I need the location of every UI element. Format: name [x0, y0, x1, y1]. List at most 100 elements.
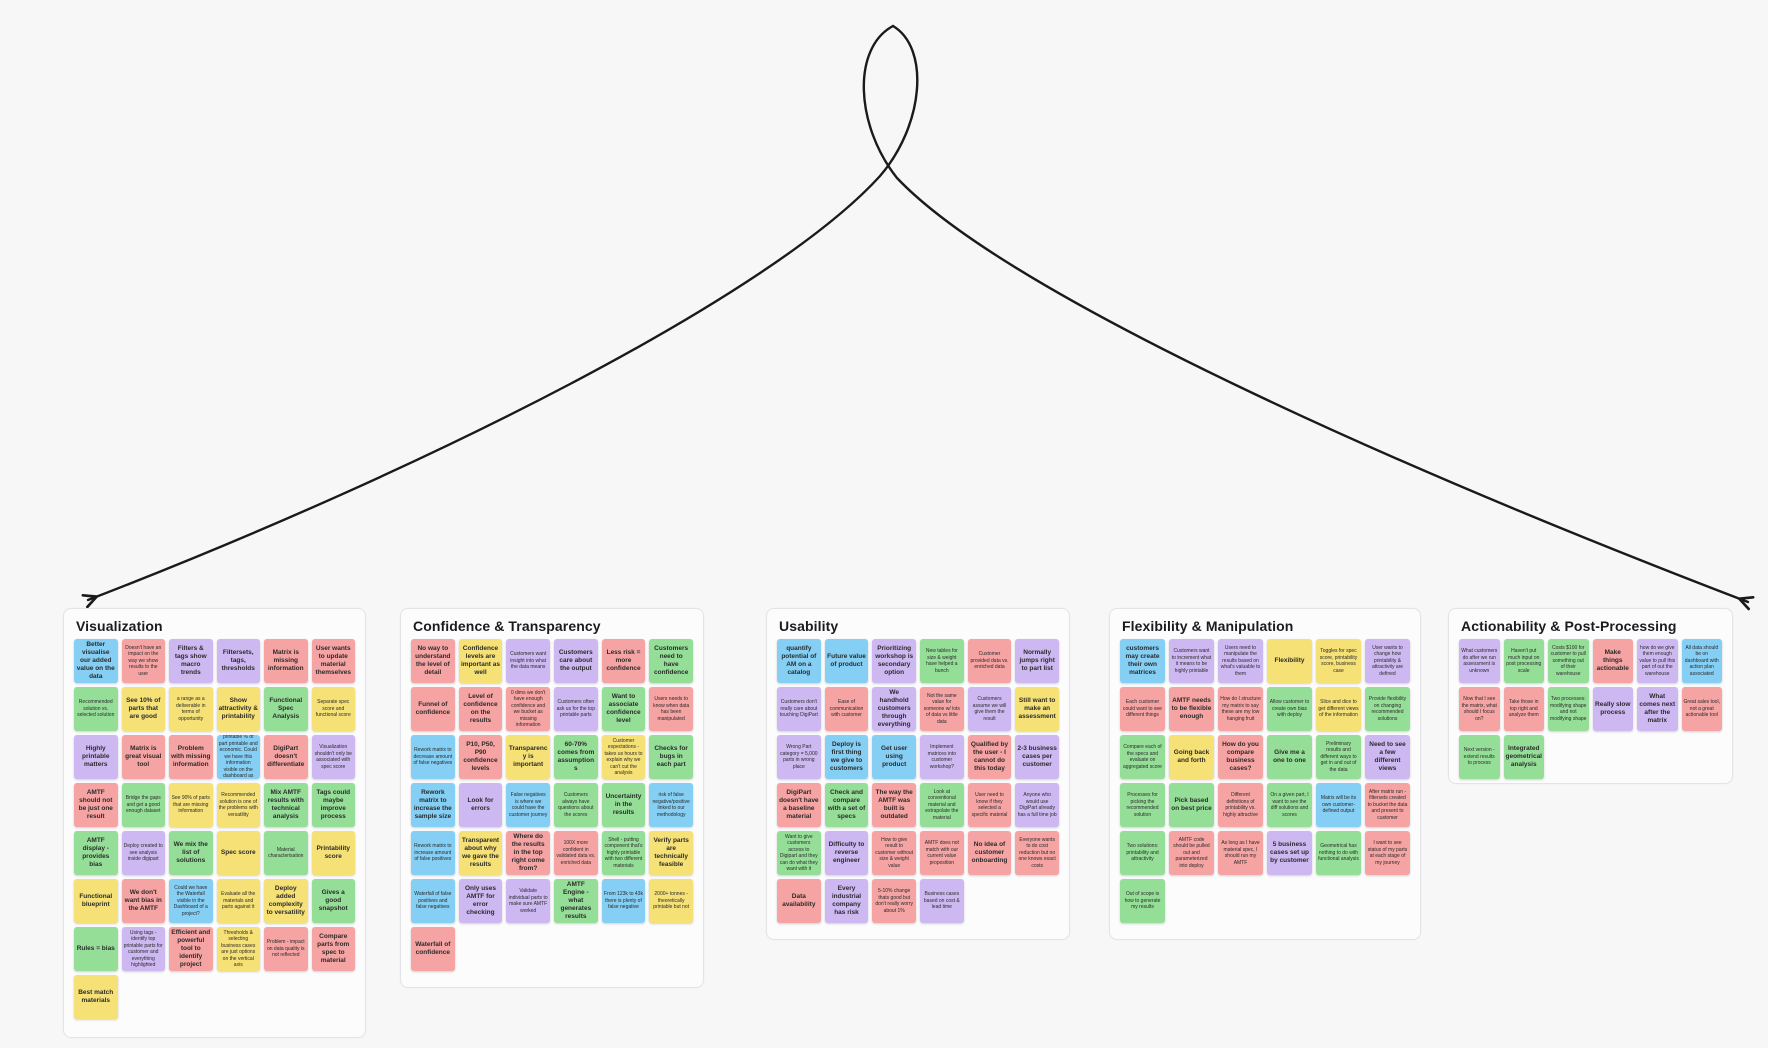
sticky-note[interactable]: From 123k to 43k there is plenty of fals… — [601, 879, 646, 923]
sticky-note[interactable]: quantify potential of AM on a catalog — [777, 639, 821, 683]
sticky-note[interactable]: Great sales tool, not a great actionable… — [1681, 687, 1722, 731]
sticky-note[interactable]: Customers always have questions about th… — [554, 783, 598, 827]
sticky-note[interactable]: Every industrial company has risk — [824, 879, 869, 923]
sticky-note[interactable]: After matrix run - filtersets created to… — [1365, 783, 1410, 827]
sticky-note[interactable]: Preliminary results and different ways t… — [1316, 735, 1361, 779]
sticky-note[interactable]: Difficulty to reverse engineer — [824, 831, 869, 875]
sticky-note[interactable]: Customers care about the output — [554, 639, 598, 683]
sticky-note[interactable]: Business cases based on cost & lead time — [920, 879, 964, 923]
sticky-note[interactable]: Customer provided data vs. enriched data — [967, 639, 1012, 683]
sticky-note[interactable]: Customers assume we will give them the r… — [967, 687, 1012, 731]
sticky-note[interactable]: Efficient and powerful tool to identify … — [169, 927, 213, 971]
sticky-note[interactable]: Filters & tags show macro trends — [169, 639, 213, 683]
sticky-note[interactable]: 0 dims we don't have enough confidence a… — [506, 687, 550, 731]
sticky-note[interactable]: Show attractivity & printability — [216, 687, 260, 731]
sticky-note[interactable]: Everyone wants to do cost reduction but … — [1015, 831, 1059, 875]
sticky-note[interactable]: 100X more confident in validated data vs… — [554, 831, 598, 875]
sticky-note[interactable]: How do you compare business cases? — [1218, 735, 1263, 779]
sticky-note[interactable]: Visualization shouldn't only be associat… — [311, 735, 355, 779]
sticky-note[interactable]: Users needs to know when data has been m… — [649, 687, 693, 731]
sticky-note[interactable]: Users need to manipulate the results bas… — [1218, 639, 1263, 683]
sticky-note[interactable]: User need to know if they selected a spe… — [967, 783, 1012, 827]
sticky-note[interactable]: Separate spec score and functional score — [311, 687, 355, 731]
sticky-note[interactable]: No idea of customer onboarding — [967, 831, 1012, 875]
sticky-note[interactable]: Next version - extend results to process — [1459, 735, 1500, 779]
sticky-note[interactable]: What customers do after we run assessmen… — [1459, 639, 1500, 683]
sticky-note[interactable]: % of part printable % of part printable … — [216, 735, 260, 779]
sticky-note[interactable]: Haven't put much input on post processin… — [1503, 639, 1544, 683]
sticky-note[interactable]: Still want to make an assessment — [1015, 687, 1059, 731]
sticky-note[interactable]: Really slow process — [1592, 687, 1633, 731]
sticky-note[interactable]: On a given part, I want to see the diff … — [1267, 783, 1312, 827]
sticky-note[interactable]: Prioritizing workshop is secondary optio… — [872, 639, 916, 683]
sticky-note[interactable]: Different definitions of printability vs… — [1218, 783, 1263, 827]
sticky-note[interactable]: P10, P50, P90 confidence levels — [458, 735, 503, 779]
sticky-note[interactable]: Geometrical has nothing to do with funct… — [1316, 831, 1361, 875]
sticky-note[interactable]: Thresholds & selecting business cases ar… — [216, 927, 260, 971]
sticky-note[interactable]: Customers need to have confidence — [649, 639, 693, 683]
sticky-note[interactable]: DigiPart doesn't have a baseline materia… — [777, 783, 821, 827]
sticky-note[interactable]: Compare each of the specs and evaluate o… — [1120, 735, 1165, 779]
sticky-note[interactable]: Where do the results in the top right co… — [506, 831, 550, 875]
sticky-note[interactable]: How to give result to customer without s… — [872, 831, 916, 875]
sticky-note[interactable]: Processes for picking the recommended so… — [1120, 783, 1165, 827]
sticky-note[interactable]: Qualified by the user - I cannot do this… — [967, 735, 1012, 779]
sticky-note[interactable]: Printability score — [311, 831, 355, 875]
sticky-note[interactable]: Customers often ask us for the top print… — [554, 687, 598, 731]
sticky-note[interactable]: Best match materials — [74, 975, 118, 1019]
sticky-note[interactable]: 60-70% comes from assumptions — [554, 735, 598, 779]
sticky-note[interactable]: Functional Spec Analysis — [264, 687, 308, 731]
sticky-note[interactable]: Matrix is great visual tool — [121, 735, 165, 779]
section-frame[interactable]: Actionability & Post-Processing What cust… — [1448, 608, 1733, 784]
sticky-note[interactable]: AMTF Engine - what generates results — [554, 879, 598, 923]
section-frame[interactable]: Flexibility & Manipulation customers may … — [1109, 608, 1421, 940]
sticky-note[interactable]: Check and compare with a set of specs — [824, 783, 869, 827]
sticky-note[interactable]: Validate individual parts to make sure A… — [506, 879, 550, 923]
sticky-note[interactable]: We handhold customers through everything — [872, 687, 916, 731]
sticky-note[interactable]: Rules = bias — [74, 927, 118, 971]
sticky-note[interactable]: Gives a good snapshot — [311, 879, 355, 923]
sticky-note[interactable]: False negatives is where we could have t… — [506, 783, 550, 827]
sticky-note[interactable]: New tables for size & weight have helped… — [920, 639, 964, 683]
sticky-note[interactable]: Transparency is important — [506, 735, 550, 779]
sticky-note[interactable]: Wrong Part category = 5,000 parts in wro… — [777, 735, 821, 779]
sticky-note[interactable]: Less risk = more confidence — [601, 639, 646, 683]
sticky-note[interactable]: Deploy is first thing we give to custome… — [824, 735, 869, 779]
sticky-note[interactable]: Customers don't really care about touchi… — [777, 687, 821, 731]
sticky-note[interactable]: Anyone who would use DigiPart already ha… — [1015, 783, 1059, 827]
section-frame[interactable]: Usability quantify potential of AM on a c… — [766, 608, 1070, 940]
sticky-note[interactable]: Customers want insight into what the dat… — [506, 639, 550, 683]
sticky-note[interactable]: Better visualise our added value on the … — [74, 639, 118, 683]
sticky-note[interactable]: 2000+ tonnes - theoretically printable b… — [649, 879, 693, 923]
section-title[interactable]: Flexibility & Manipulation — [1122, 618, 1294, 634]
sticky-note[interactable]: Flexibility — [1267, 639, 1312, 683]
sticky-note[interactable]: Not the same value for someone w/ lots o… — [920, 687, 964, 731]
sticky-note[interactable]: Level of confidence on the results — [458, 687, 503, 731]
sticky-note[interactable]: 5-10% change thats good but don't really… — [872, 879, 916, 923]
sticky-note[interactable]: We don't want bias in the AMTF — [121, 879, 165, 923]
sticky-note[interactable]: Now that I see the matrix, what should I… — [1459, 687, 1500, 731]
sticky-note[interactable]: Give me a one to one — [1267, 735, 1312, 779]
sticky-note[interactable]: a range as a deliverable in terms of opp… — [169, 687, 213, 731]
sticky-note[interactable]: customers may create their own matrices — [1120, 639, 1165, 683]
sticky-note[interactable]: We mix the list of solutions — [169, 831, 213, 875]
sticky-note[interactable]: Out of scope is how to generate my resul… — [1120, 879, 1165, 923]
sticky-note[interactable]: Normally jumps right to part list — [1015, 639, 1059, 683]
sticky-note[interactable]: AMTF code should be pulled out and param… — [1169, 831, 1214, 875]
sticky-note[interactable]: Future value of product — [824, 639, 869, 683]
sticky-note[interactable]: Confidence levels are important as well — [458, 639, 503, 683]
sticky-note[interactable]: Waterfall of confidence — [411, 927, 455, 971]
sticky-note[interactable]: How do I structure my matrix to say thes… — [1218, 687, 1263, 731]
sticky-note[interactable]: Implement matrices into customer worksho… — [920, 735, 964, 779]
sticky-note[interactable]: Spec score — [216, 831, 260, 875]
sticky-note[interactable]: AMTF display - provides bias — [74, 831, 118, 875]
sticky-note[interactable]: 2-3 business cases per customer — [1015, 735, 1059, 779]
sticky-note[interactable]: Recommended solution is one of the probl… — [216, 783, 260, 827]
section-frame[interactable]: Visualization Better visualise our added … — [63, 608, 366, 1038]
section-title[interactable]: Usability — [779, 618, 839, 634]
sticky-note[interactable]: Look for errors — [458, 783, 503, 827]
sticky-note[interactable]: Take those in top right and analyze them — [1503, 687, 1544, 731]
connector-curve-right[interactable] — [862, 24, 1748, 602]
sticky-note[interactable]: Using tags - identify top printable part… — [121, 927, 165, 971]
